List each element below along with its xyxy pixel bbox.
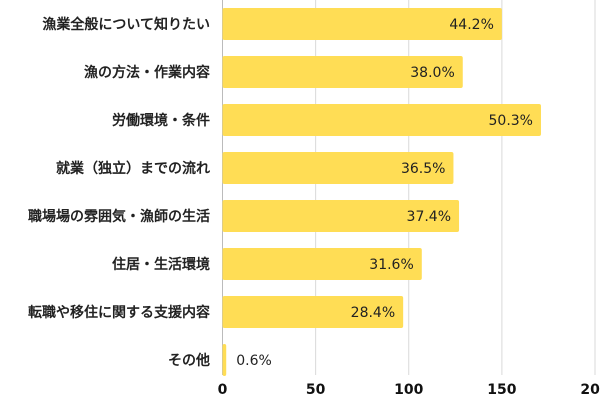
- bar: [222, 152, 454, 184]
- category-label: 漁業全般について知りたい: [42, 16, 210, 33]
- category-label: 漁の方法・作業内容: [84, 64, 210, 81]
- category-label: その他: [168, 352, 210, 369]
- data-label: 31.6%: [369, 257, 413, 273]
- bar: [222, 296, 404, 328]
- x-tick-label: 0: [218, 382, 228, 398]
- data-label: 36.5%: [401, 161, 445, 177]
- bar: [222, 8, 502, 40]
- bar: [222, 104, 541, 136]
- x-tick-label: 150: [487, 382, 516, 398]
- data-label: 37.4%: [407, 209, 451, 225]
- x-tick-label: 100: [394, 382, 423, 398]
- bar: [222, 56, 463, 88]
- data-label: 38.0%: [410, 65, 454, 81]
- bar: [222, 200, 460, 232]
- data-label: 50.3%: [489, 113, 533, 129]
- category-label: 就業（独立）までの流れ: [56, 160, 210, 177]
- data-label: 0.6%: [236, 353, 272, 369]
- category-label: 労働環境・条件: [112, 112, 210, 129]
- data-label: 44.2%: [449, 17, 493, 33]
- category-label: 職場場の雰囲気・漁師の生活: [28, 208, 210, 225]
- bar: [222, 344, 227, 376]
- category-label: 転職や移住に関する支援内容: [28, 304, 210, 321]
- x-tick-label: 50: [306, 382, 326, 398]
- category-label: 住居・生活環境: [112, 256, 210, 273]
- data-label: 28.4%: [351, 305, 395, 321]
- bar: [222, 248, 422, 280]
- x-tick-label: 200: [580, 382, 600, 398]
